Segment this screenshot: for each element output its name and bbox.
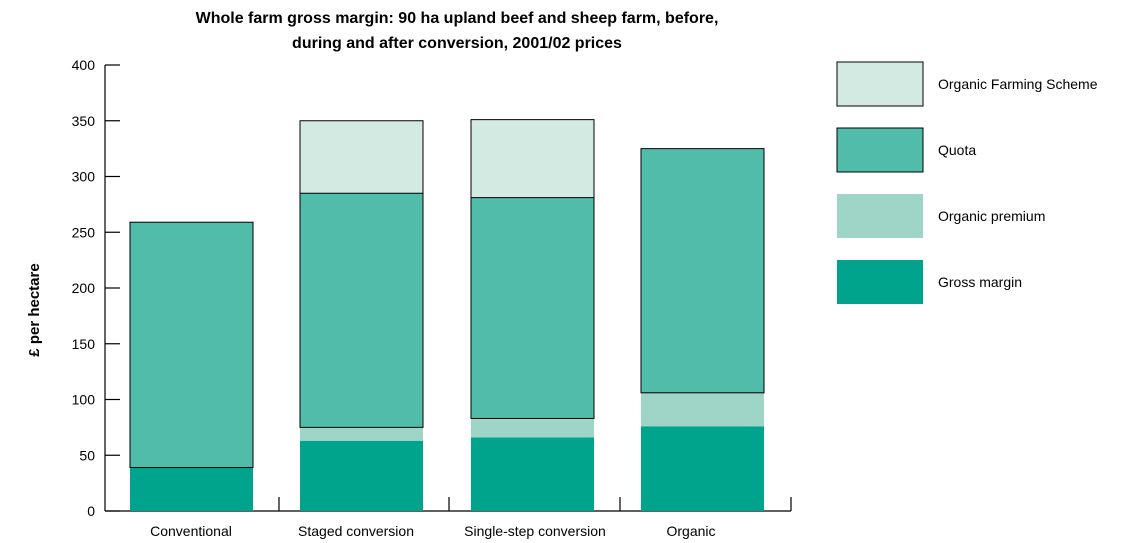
legend-label: Organic premium xyxy=(938,208,1045,224)
y-tick-label: 50 xyxy=(79,447,95,463)
legend-label: Gross margin xyxy=(938,274,1022,290)
bar-segment-gross-margin-1 xyxy=(300,440,423,511)
bar-segment-quota-2 xyxy=(471,197,594,419)
bar-outline xyxy=(640,148,765,394)
bar-segment-organic-farming-scheme-2 xyxy=(471,119,594,198)
bar-segment-quota-0 xyxy=(130,222,253,468)
legend-label: Quota xyxy=(938,142,976,158)
y-tick-label: 200 xyxy=(72,280,96,296)
legend-label: Organic Farming Scheme xyxy=(938,76,1098,92)
bar-outline xyxy=(470,119,595,419)
bar-segment-quota-3 xyxy=(641,148,764,393)
chart-title-line-1: Whole farm gross margin: 90 ha upland be… xyxy=(196,10,719,27)
bar-outline xyxy=(299,120,424,428)
bar-segment-gross-margin-0 xyxy=(130,467,253,511)
axes: 0 50 100 150 200 250 300 350 400 xyxy=(72,57,792,519)
bar-segment-gross-margin-3 xyxy=(641,426,764,511)
x-tick-label: Staged conversion xyxy=(298,523,414,539)
y-tick-label: 0 xyxy=(87,503,95,519)
y-tick-label: 300 xyxy=(72,169,96,185)
x-tick-label: Single-step conversion xyxy=(464,523,606,539)
x-tick-label: Organic xyxy=(666,523,715,539)
chart-title: Whole farm gross margin: 90 ha upland be… xyxy=(196,10,719,52)
y-tick-label: 250 xyxy=(72,224,96,240)
legend-swatch-organic-farming-scheme xyxy=(836,61,924,107)
x-tick-label: Conventional xyxy=(150,523,232,539)
bar-segment-organic-premium-3 xyxy=(641,392,764,427)
legend: Organic Farming Scheme Quota Organic premi… xyxy=(836,61,1098,304)
y-axis-label: £ per hectare xyxy=(26,263,43,356)
y-tick-label: 150 xyxy=(72,336,96,352)
bar-segment-gross-margin-2 xyxy=(471,437,594,511)
bar-outline xyxy=(129,221,254,469)
chart-title-line-2: during and after conversion, 2001/02 pri… xyxy=(292,35,622,52)
bars: Conventional Staged conversion Single-step… xyxy=(129,119,765,539)
bar-segment-organic-premium-1 xyxy=(300,427,423,441)
legend-swatch-quota xyxy=(836,127,924,173)
bar-segment-organic-farming-scheme-1 xyxy=(300,120,423,194)
bar-segment-quota-1 xyxy=(300,193,423,428)
bar-segment-organic-premium-2 xyxy=(471,418,594,438)
y-tick-label: 400 xyxy=(72,57,96,73)
legend-swatch-organic-premium xyxy=(837,194,923,238)
y-tick-label: 350 xyxy=(72,113,96,129)
y-tick-label: 100 xyxy=(72,392,96,408)
legend-swatch-gross-margin xyxy=(837,260,923,304)
